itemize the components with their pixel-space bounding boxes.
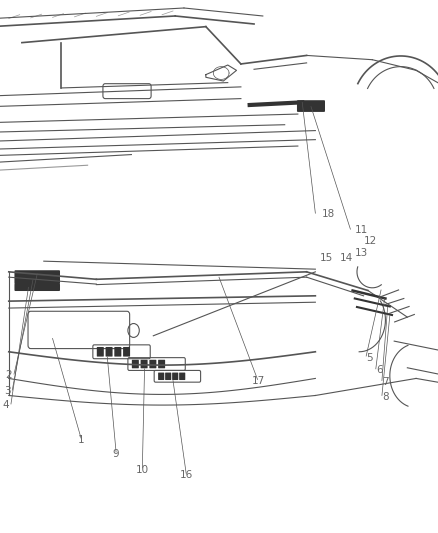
FancyBboxPatch shape	[297, 100, 325, 112]
Text: 12: 12	[364, 236, 377, 246]
FancyBboxPatch shape	[14, 284, 60, 291]
Text: 6: 6	[376, 366, 382, 375]
Text: 11: 11	[355, 225, 368, 235]
FancyBboxPatch shape	[172, 373, 178, 380]
Text: 2: 2	[6, 370, 12, 380]
FancyBboxPatch shape	[132, 360, 139, 368]
FancyBboxPatch shape	[106, 347, 113, 357]
Text: 10: 10	[136, 465, 149, 475]
FancyBboxPatch shape	[158, 373, 164, 380]
Text: 15: 15	[320, 253, 333, 263]
Text: 14: 14	[339, 253, 353, 263]
FancyBboxPatch shape	[141, 360, 148, 368]
Text: 8: 8	[382, 392, 389, 402]
FancyBboxPatch shape	[149, 360, 156, 368]
Text: 9: 9	[113, 449, 120, 459]
FancyBboxPatch shape	[179, 373, 185, 380]
Text: 17: 17	[252, 376, 265, 386]
Text: 4: 4	[3, 400, 9, 410]
Text: 1: 1	[78, 435, 85, 445]
Text: 18: 18	[322, 209, 335, 219]
FancyBboxPatch shape	[14, 270, 60, 278]
Text: 3: 3	[4, 386, 11, 396]
FancyBboxPatch shape	[114, 347, 121, 357]
FancyBboxPatch shape	[14, 277, 60, 284]
FancyBboxPatch shape	[97, 347, 104, 357]
FancyBboxPatch shape	[165, 373, 171, 380]
Text: 7: 7	[382, 377, 389, 387]
FancyBboxPatch shape	[158, 360, 165, 368]
Text: 13: 13	[355, 248, 368, 258]
Text: 16: 16	[180, 471, 193, 480]
FancyBboxPatch shape	[123, 347, 130, 357]
Text: 5: 5	[366, 353, 373, 363]
